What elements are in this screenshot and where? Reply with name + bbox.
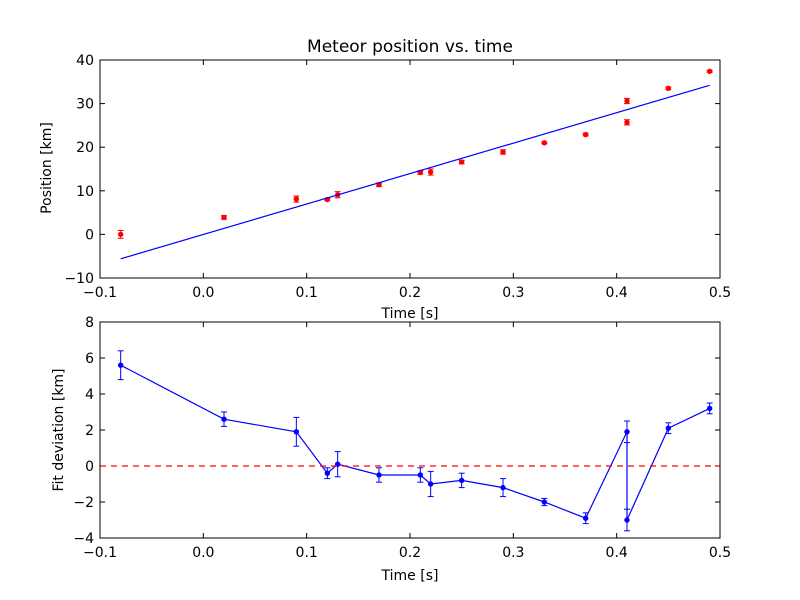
position-data-point xyxy=(582,131,589,138)
deviation-data-point xyxy=(221,416,227,422)
deviation-ticks: −0.1 0.0 0.1 0.2 0.3 0.4 0.5 −4 −2 0 2 4 6 8 xyxy=(73,315,731,561)
position-x-tick-label: 0.1 xyxy=(296,285,318,301)
deviation-x-tick-label: 0.2 xyxy=(399,545,421,561)
deviation-y-tick-label: 4 xyxy=(85,387,94,403)
deviation-x-tick-label: 0.4 xyxy=(606,545,628,561)
deviation-data-point xyxy=(665,425,672,431)
deviation-x-tick-label: 0.3 xyxy=(502,545,524,561)
position-data-point xyxy=(117,231,124,238)
deviation-marks xyxy=(100,350,720,532)
deviation-data-point xyxy=(500,484,506,491)
deviation-y-tick-label: 0 xyxy=(85,459,94,475)
position-y-tick-label: 40 xyxy=(76,53,94,69)
deviation-y-tick-label: 6 xyxy=(85,351,94,367)
deviation-plot-frame xyxy=(99,321,721,539)
deviation-data-point xyxy=(541,499,548,505)
deviation-data-point xyxy=(117,362,124,368)
position-y-axis-label: Position [km] xyxy=(39,122,55,214)
position-panel: Meteor position vs. time Time [s] Positi… xyxy=(39,37,731,322)
deviation-data-point xyxy=(582,515,589,521)
deviation-x-axis-label: Time [s] xyxy=(381,568,439,584)
linear-fit-line xyxy=(120,84,710,260)
position-plot-frame xyxy=(99,59,721,279)
deviation-y-tick-label: 2 xyxy=(85,423,94,439)
position-chart-title: Meteor position vs. time xyxy=(307,37,513,57)
deviation-data-point xyxy=(706,405,713,412)
deviation-y-tick-label: 8 xyxy=(85,315,94,331)
position-ticks: −0.1 0.0 0.1 0.2 0.3 0.4 0.5 −10 0 10 20 30 40 xyxy=(64,53,731,301)
position-x-tick-label: 0.4 xyxy=(606,285,628,301)
deviation-data-point xyxy=(624,429,630,435)
position-marks xyxy=(117,68,713,260)
position-data-point xyxy=(500,149,506,155)
position-data-point xyxy=(427,169,434,175)
position-x-tick-label: 0.2 xyxy=(399,285,421,301)
deviation-y-axis-label: Fit deviation [km] xyxy=(51,368,67,491)
deviation-x-tick-label: 0.0 xyxy=(192,545,214,561)
position-data-point xyxy=(706,68,713,75)
position-data-point xyxy=(293,196,300,202)
deviation-y-tick-label: −2 xyxy=(73,495,94,511)
position-x-tick-label: −0.1 xyxy=(83,285,117,301)
deviation-data-point xyxy=(624,517,630,523)
deviation-data-point xyxy=(427,481,434,487)
position-x-axis-label: Time [s] xyxy=(381,306,439,322)
position-x-tick-label: 0.3 xyxy=(502,285,524,301)
position-y-tick-label: 0 xyxy=(85,227,94,243)
position-y-tick-label: 10 xyxy=(76,184,94,200)
deviation-data-point xyxy=(334,461,341,467)
position-y-tick-label: 30 xyxy=(76,97,94,113)
position-data-point xyxy=(541,140,548,146)
deviation-x-tick-label: −0.1 xyxy=(83,545,117,561)
deviation-panel: Time [s] Fit deviation [km] −0.1 0.0 0.1 0.… xyxy=(51,315,731,584)
deviation-series-line xyxy=(120,364,710,521)
deviation-data-point xyxy=(417,472,424,478)
deviation-data-point xyxy=(376,472,382,478)
position-data-point xyxy=(458,159,465,165)
position-data-point xyxy=(221,214,227,221)
position-data-point xyxy=(665,85,672,92)
deviation-data-point xyxy=(458,477,465,484)
deviation-x-tick-label: 0.1 xyxy=(296,545,318,561)
position-data-point xyxy=(624,119,630,126)
position-data-point xyxy=(624,98,630,104)
position-y-tick-label: −10 xyxy=(64,271,94,287)
deviation-data-point xyxy=(293,429,300,435)
deviation-data-point xyxy=(324,470,331,476)
position-x-tick-label: 0.5 xyxy=(709,285,731,301)
position-y-tick-label: 20 xyxy=(76,140,94,156)
position-x-tick-label: 0.0 xyxy=(192,285,214,301)
deviation-x-tick-label: 0.5 xyxy=(709,545,731,561)
deviation-y-tick-label: −4 xyxy=(73,531,94,547)
